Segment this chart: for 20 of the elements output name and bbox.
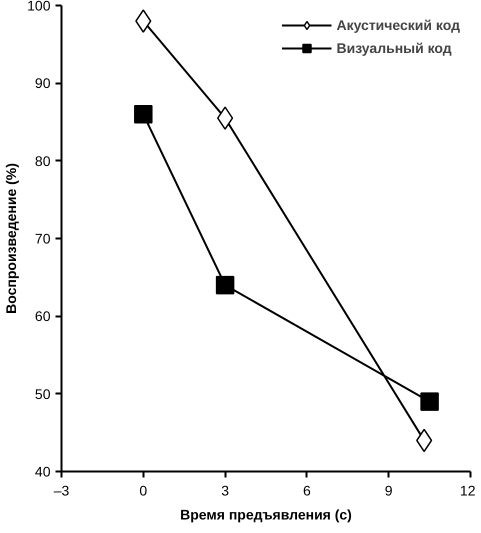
x-tick-label: 3: [221, 482, 230, 498]
y-tick-label: 50: [34, 386, 51, 402]
y-tick-label: 90: [34, 75, 51, 92]
point: [420, 392, 439, 411]
x-tick-label: 12: [460, 482, 476, 498]
x-tick-label: 6: [303, 482, 312, 498]
legend-label: Акустический код: [336, 17, 460, 33]
y-tick-label: 80: [34, 152, 51, 169]
y-tick-label: 40: [34, 464, 51, 480]
point: [216, 276, 234, 294]
legend-label: Визуальный код: [336, 40, 452, 56]
x-tick-label: 0: [139, 482, 148, 498]
x-axis-title: Время предъявления (с): [180, 506, 352, 522]
y-tick-label: 100: [27, 0, 51, 14]
y-axis-title: Воспроизведение (%): [3, 163, 20, 314]
point: [134, 104, 153, 124]
x-tick-label: 9: [384, 482, 393, 498]
x-tick-label: –3: [54, 482, 70, 498]
y-tick-label: 70: [34, 230, 51, 246]
y-tick-label: 60: [34, 308, 51, 324]
